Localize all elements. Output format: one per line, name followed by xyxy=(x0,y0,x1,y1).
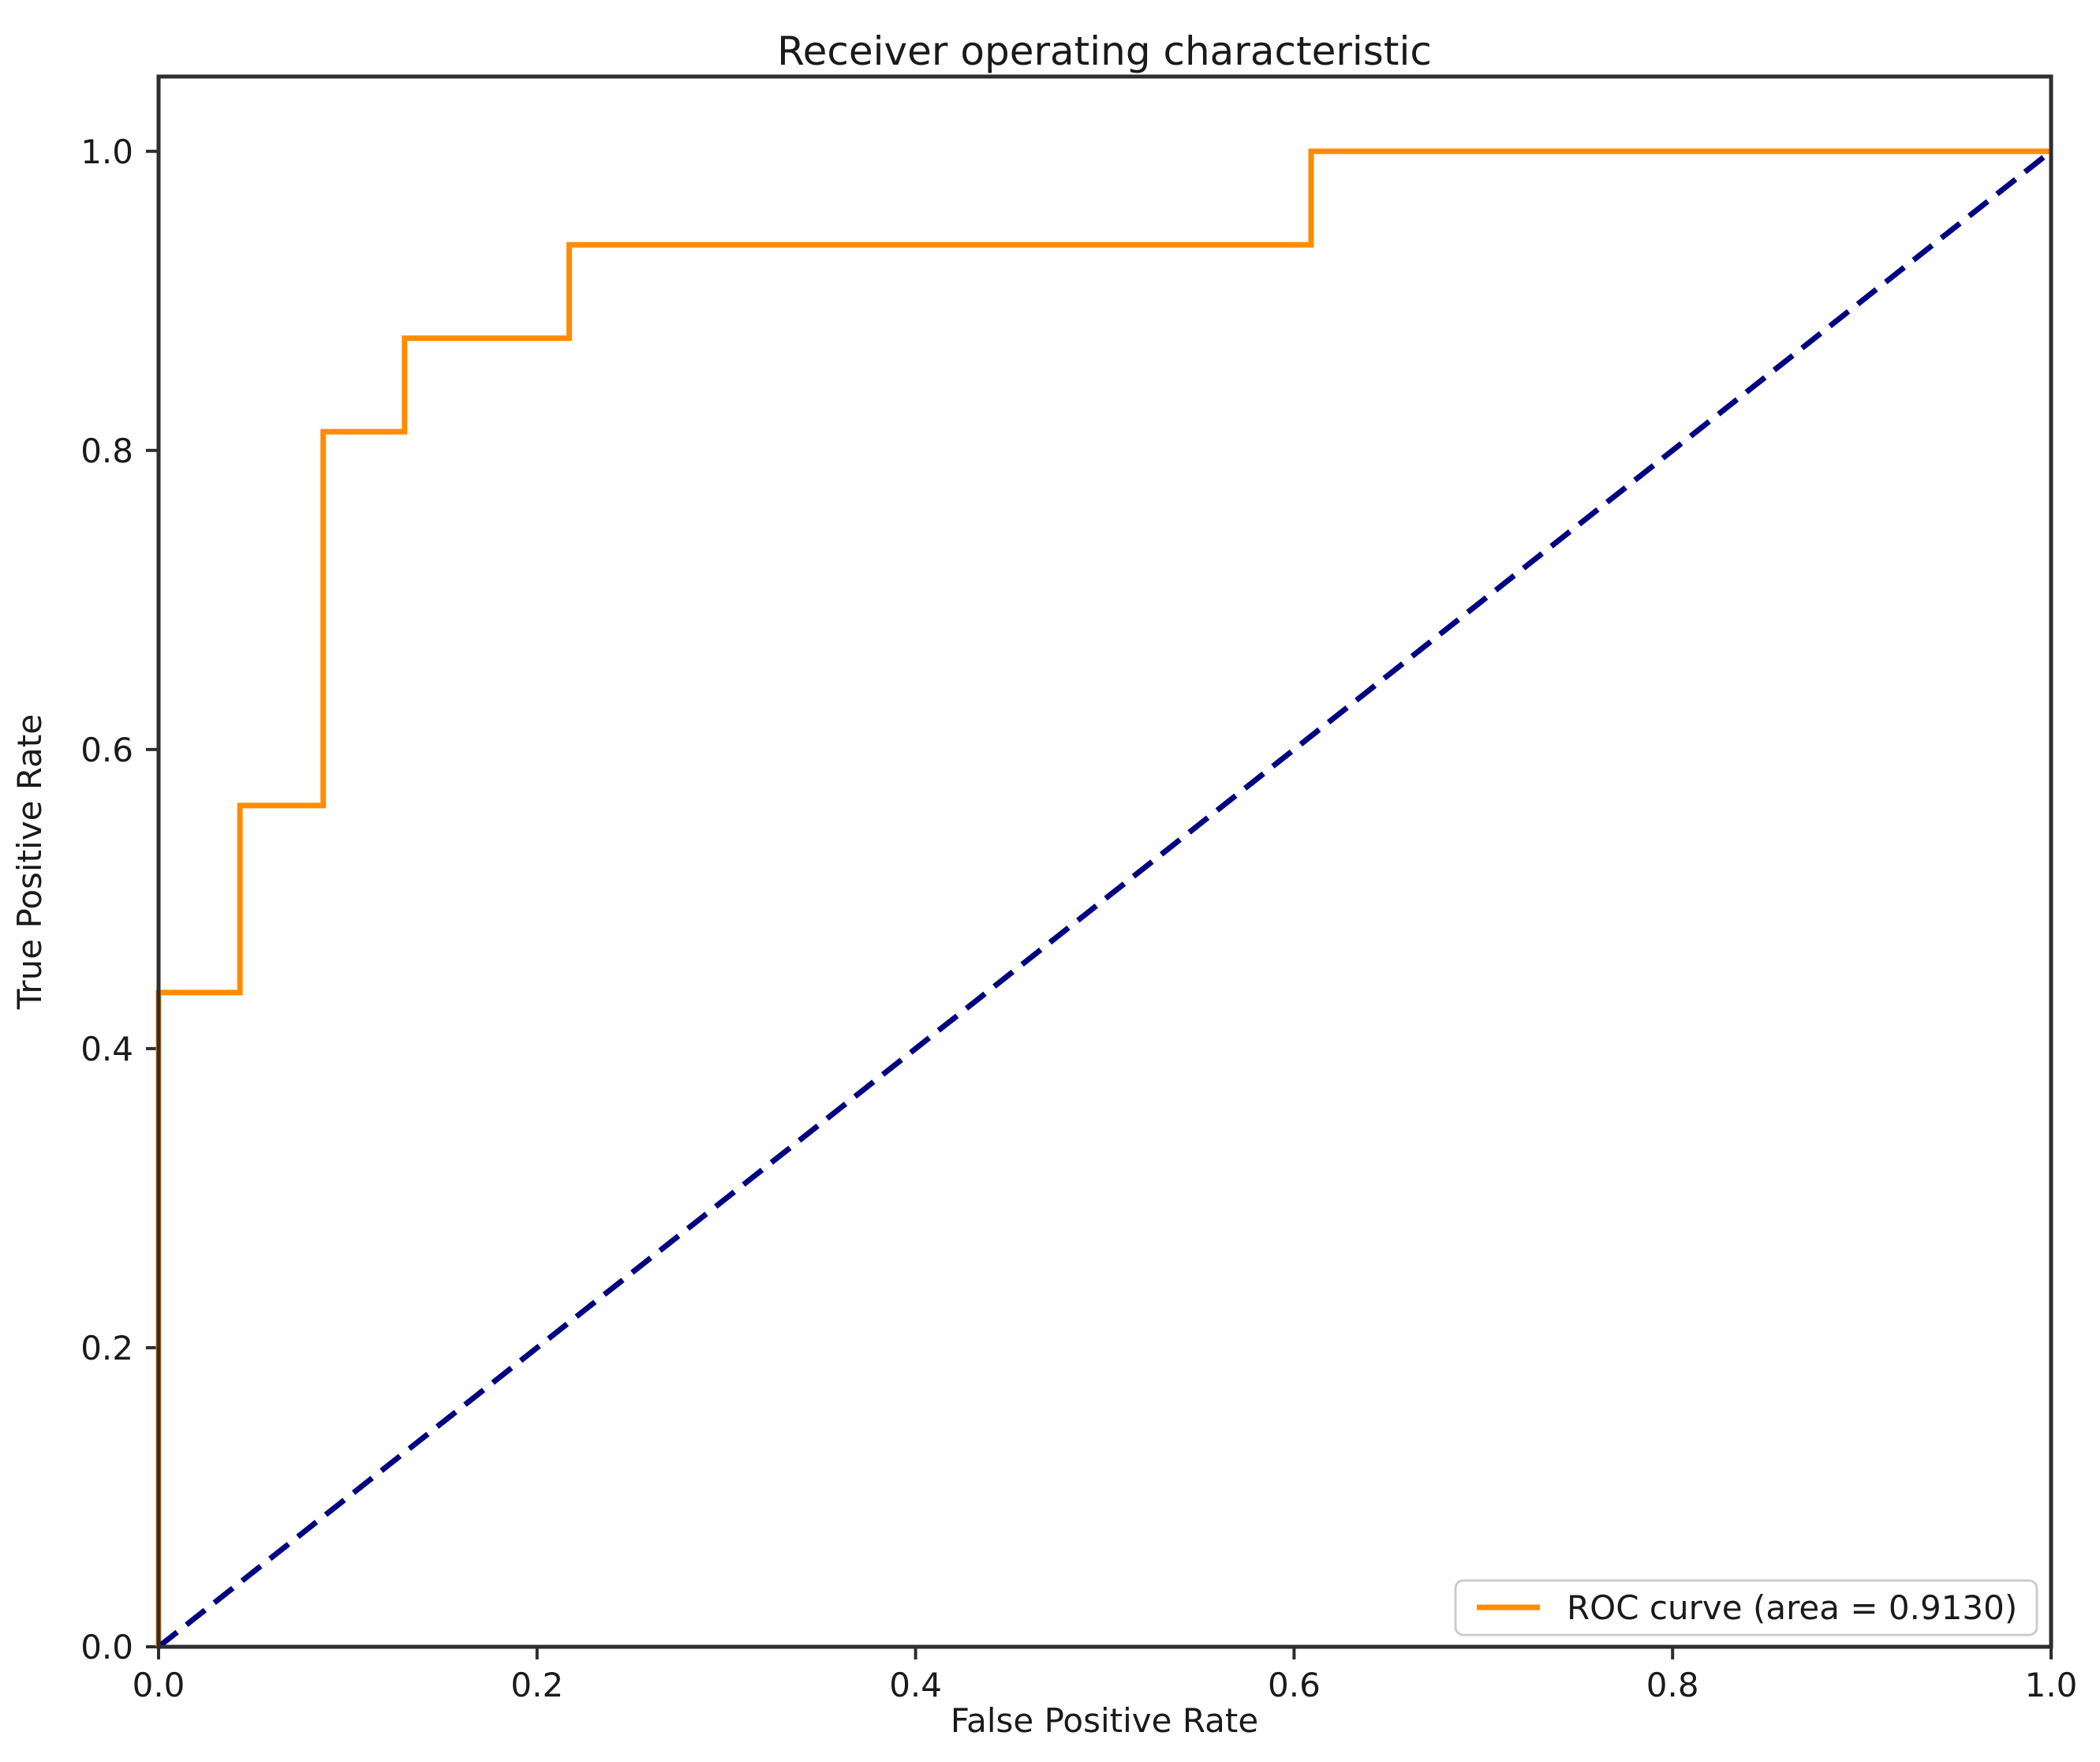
x-tick-label: 0.6 xyxy=(1268,1666,1321,1704)
plot-area xyxy=(159,77,2051,1647)
y-axis-label: True Positive Rate xyxy=(10,714,49,1010)
x-tick-label: 1.0 xyxy=(2025,1666,2078,1704)
x-tick-label: 0.8 xyxy=(1646,1666,1699,1704)
chart-title: Receiver operating characteristic xyxy=(777,28,1432,74)
y-tick-label: 0.4 xyxy=(80,1030,133,1068)
x-axis-label: False Positive Rate xyxy=(951,1701,1258,1740)
legend: ROC curve (area = 0.9130) xyxy=(1454,1579,2038,1637)
roc-curve-line xyxy=(155,148,2051,1647)
y-tick-label: 0.8 xyxy=(80,432,133,470)
legend-box xyxy=(1454,1579,2038,1637)
chance-diagonal-line xyxy=(156,149,2053,1649)
axes-frame xyxy=(156,74,2053,1649)
y-tick-label: 0.6 xyxy=(80,731,133,769)
curves xyxy=(155,148,2053,1649)
y-tick-label: 0.0 xyxy=(80,1628,133,1667)
x-tick-label: 0.0 xyxy=(133,1666,185,1704)
axis-ticks: 0.0 0.2 0.4 0.6 0.8 1.0 0.0 0.2 0.4 0.6 0.8 1.0 xyxy=(80,133,2077,1704)
legend-label: ROC curve (area = 0.9130) xyxy=(1567,1588,2017,1627)
x-tick-label: 0.4 xyxy=(889,1666,942,1704)
x-tick-label: 0.2 xyxy=(510,1666,563,1704)
y-tick-label: 1.0 xyxy=(80,133,133,171)
y-tick-label: 0.2 xyxy=(80,1329,133,1367)
